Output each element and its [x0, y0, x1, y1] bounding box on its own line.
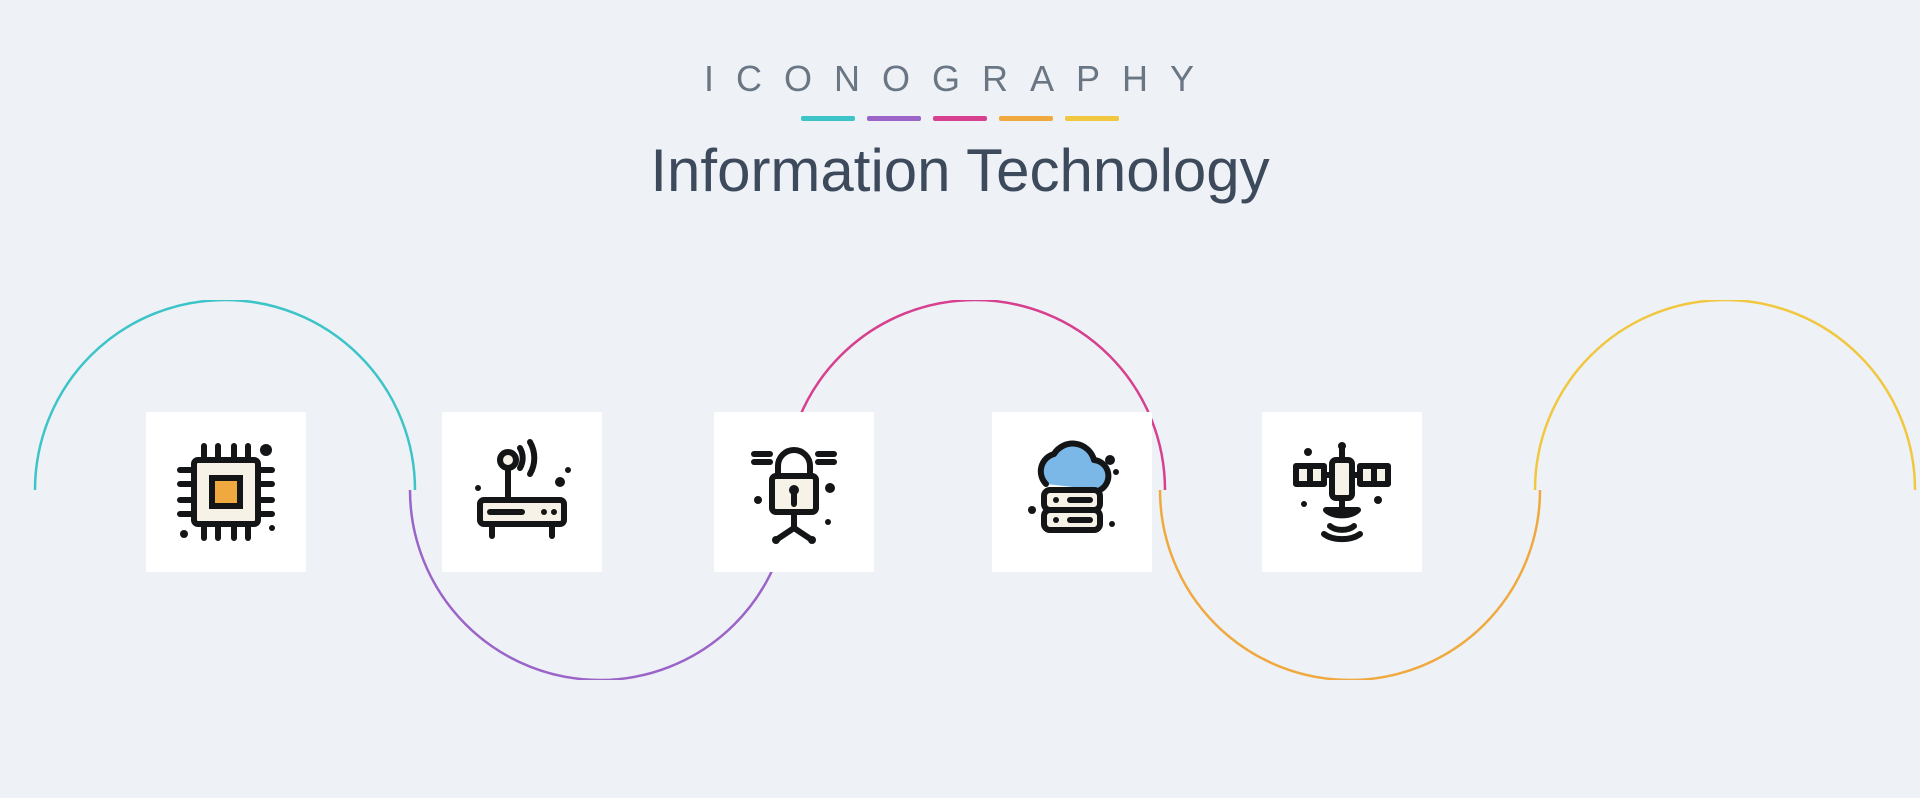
cpu-chip-icon — [166, 432, 286, 552]
satellite-icon — [1282, 432, 1402, 552]
cloud-server-icon — [1012, 432, 1132, 552]
underline-seg — [1065, 116, 1119, 121]
brand-underline — [801, 116, 1119, 121]
icon-card — [146, 412, 306, 572]
icon-card — [714, 412, 874, 572]
underline-seg — [867, 116, 921, 121]
icon-card — [992, 412, 1152, 572]
set-title: Information Technology — [0, 136, 1920, 205]
icon-card — [442, 412, 602, 572]
icon-card — [1262, 412, 1422, 572]
underline-seg — [999, 116, 1053, 121]
underline-seg — [933, 116, 987, 121]
underline-seg — [801, 116, 855, 121]
encryption-lock-icon — [734, 432, 854, 552]
brand-label: ICONOGRAPHY — [0, 58, 1920, 100]
infographic-stage: ICONOGRAPHY Information Technology — [0, 0, 1920, 798]
wave-arc-5 — [1535, 300, 1915, 490]
router-icon — [462, 432, 582, 552]
